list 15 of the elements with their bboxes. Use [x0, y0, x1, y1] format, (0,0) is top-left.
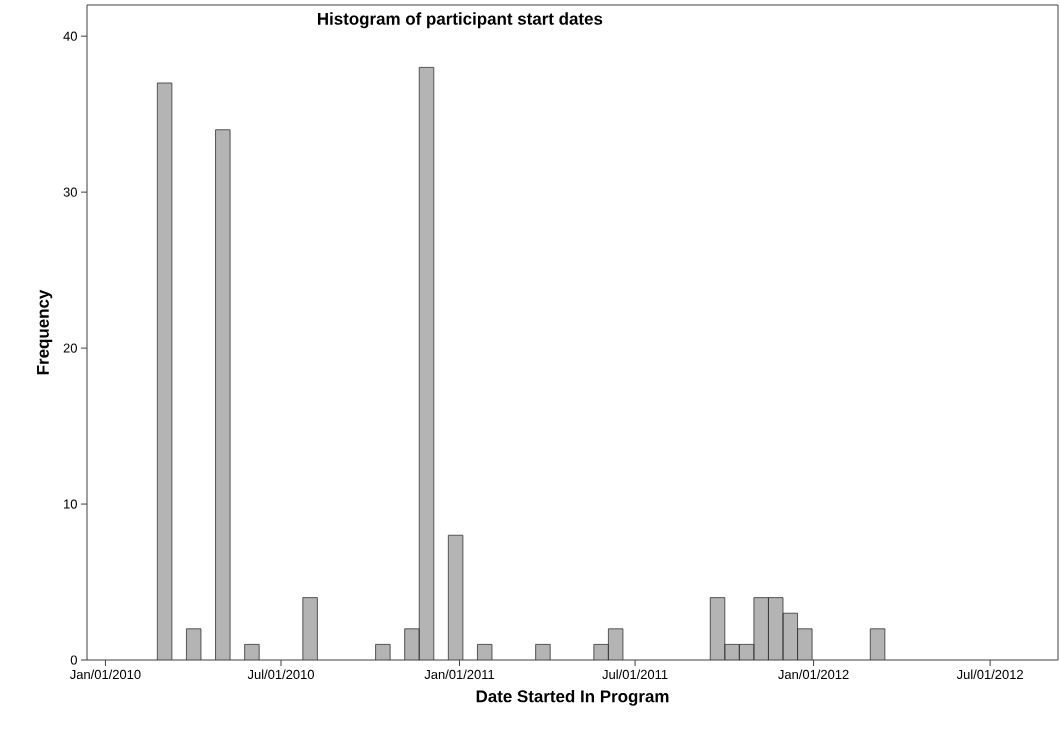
x-tick-label: Jan/01/2011: [424, 669, 495, 680]
y-tick-label: 0: [70, 655, 77, 665]
y-tick-label: 10: [64, 499, 77, 509]
y-tick-label: 20: [63, 343, 77, 353]
x-tick-label: Jan/01/2012: [778, 669, 849, 680]
x-tick-label: Jul/01/2012: [956, 669, 1023, 680]
chart-title: Histogram of participant start dates: [317, 12, 603, 29]
x-axis-title: Date Started In Program: [476, 689, 669, 706]
x-tick-label: Jul/01/2010: [247, 669, 314, 680]
y-axis-title: Frequency: [37, 289, 53, 375]
y-tick-label: 30: [63, 187, 77, 197]
x-tick-label: Jul/01/2011: [602, 669, 668, 680]
x-tick-label: Jan/01/2010: [69, 669, 141, 680]
bar: [302, 597, 318, 660]
y-tick-label: 40: [63, 31, 77, 41]
